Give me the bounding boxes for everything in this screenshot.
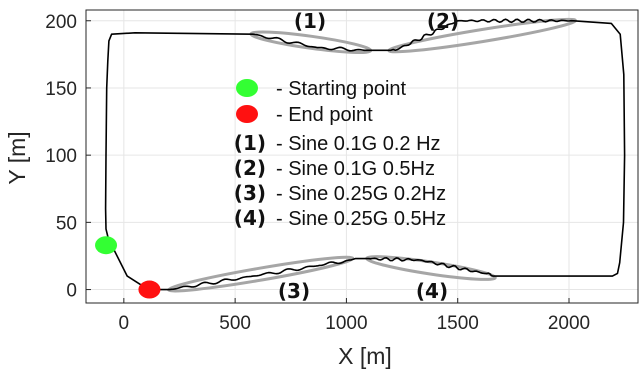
legend-start-swatch <box>236 79 258 97</box>
legend-entry-number: (3) <box>234 181 266 205</box>
segment-label: (1) <box>294 9 326 33</box>
legend-entry-number: (1) <box>234 131 266 155</box>
x-tick-label: 500 <box>219 313 251 334</box>
y-tick-label: 50 <box>56 213 77 234</box>
y-tick-label: 0 <box>66 281 77 302</box>
legend-end-swatch <box>236 105 258 123</box>
plot-area-frame <box>85 9 639 304</box>
x-tick-label: 1500 <box>437 313 479 334</box>
segment-label: (4) <box>416 279 448 303</box>
segment-label: (2) <box>427 9 459 33</box>
vehicle-trajectory-line <box>104 18 626 291</box>
legend-entry-number: (4) <box>234 206 266 230</box>
start-end-markers <box>95 236 161 299</box>
legend-entry-number: (2) <box>234 156 266 180</box>
legend-entry-text: - Sine 0.1G 0.2 Hz <box>276 133 441 155</box>
legend-entry-text: - Sine 0.25G 0.2Hz <box>276 183 446 205</box>
legend-entry-text: - Sine 0.25G 0.5Hz <box>276 208 446 230</box>
x-tick-label: 0 <box>119 313 130 334</box>
starting-point-marker <box>95 236 118 255</box>
segment-labels: (1) (2) (3) (4) <box>278 9 459 303</box>
legend-end-text: - End point <box>276 104 373 126</box>
x-tick-label: 1000 <box>325 313 367 334</box>
legend-entry-text: - Sine 0.1G 0.5Hz <box>276 158 435 180</box>
legend: - Starting point - End point (1) - Sine 0.1… <box>234 78 446 230</box>
end-point-marker <box>138 280 161 299</box>
y-axis-title: Y [m] <box>4 131 30 184</box>
axis-ticks: 0 500 1000 1500 2000 0 50 100 150 200 <box>45 12 590 334</box>
x-axis-title: X [m] <box>338 343 392 369</box>
y-tick-label: 200 <box>45 12 77 33</box>
segment-label: (3) <box>278 279 310 303</box>
y-tick-label: 150 <box>45 79 77 100</box>
legend-start-text: - Starting point <box>276 78 407 100</box>
x-tick-label: 2000 <box>548 313 590 334</box>
y-tick-label: 100 <box>45 146 77 167</box>
